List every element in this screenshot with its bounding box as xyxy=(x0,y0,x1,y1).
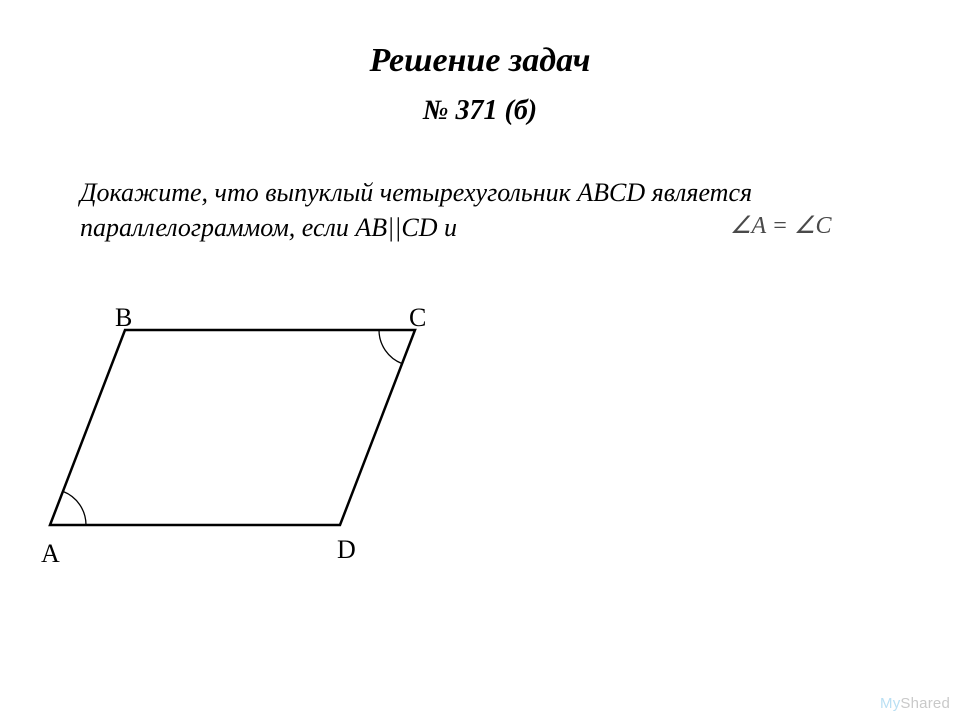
parallelogram-diagram: ABCD xyxy=(35,295,455,565)
watermark-suffix: Shared xyxy=(900,695,950,712)
problem-number: № 371 (б) xyxy=(0,95,960,127)
parallelogram-svg xyxy=(35,295,455,565)
watermark: MyShared xyxy=(880,695,950,712)
angle-equality-formula: ∠A = ∠C xyxy=(730,211,831,240)
vertex-label-c: C xyxy=(409,303,426,333)
vertex-label-a: A xyxy=(41,539,60,569)
vertex-label-b: B xyxy=(115,303,132,333)
vertex-label-d: D xyxy=(337,535,356,565)
page-title: Решение задач xyxy=(0,42,960,80)
watermark-prefix: My xyxy=(880,695,900,712)
